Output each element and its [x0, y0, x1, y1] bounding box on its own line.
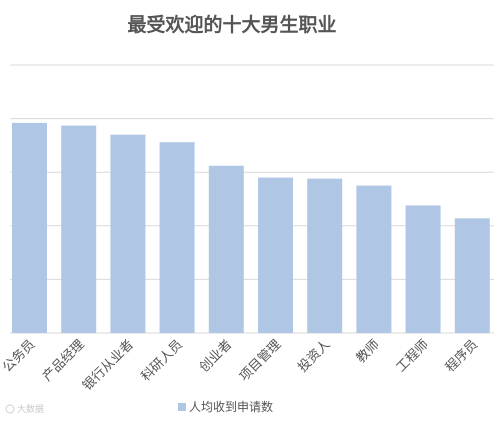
chart-title: 最受欢迎的十大男生职业: [127, 13, 336, 36]
x-tick-label: 公务员: [0, 337, 38, 376]
x-tick-label: 科研人员: [139, 337, 186, 384]
x-tick-label: 项目管理: [237, 337, 284, 384]
x-tick-label: 工程师: [394, 337, 432, 375]
bar-8: [356, 185, 392, 333]
x-tick-label: 产品经理: [40, 337, 87, 384]
bar-10: [454, 218, 490, 333]
bar-9: [405, 205, 441, 333]
bar-7: [307, 178, 343, 333]
bar-4: [159, 142, 195, 333]
watermark: 大数据: [5, 403, 44, 415]
bar-5: [208, 165, 244, 333]
bar-1: [12, 122, 47, 333]
bar-3: [110, 134, 146, 333]
watermark-text: 大数据: [17, 403, 44, 415]
bar-2: [61, 125, 97, 334]
legend-label: 人均收到申请数: [189, 399, 273, 414]
x-tick-label: 教师: [353, 337, 383, 367]
bars: [12, 122, 490, 334]
x-tick-label: 投资人: [295, 337, 334, 376]
legend: 人均收到申请数: [178, 399, 273, 414]
bar-6: [258, 177, 293, 333]
x-tick-label: 创业者: [197, 337, 235, 375]
watermark-icon: [5, 404, 15, 414]
legend-swatch: [178, 403, 186, 411]
x-tick-label: 银行从业者: [80, 337, 137, 394]
x-tick-label: 程序员: [443, 337, 481, 375]
